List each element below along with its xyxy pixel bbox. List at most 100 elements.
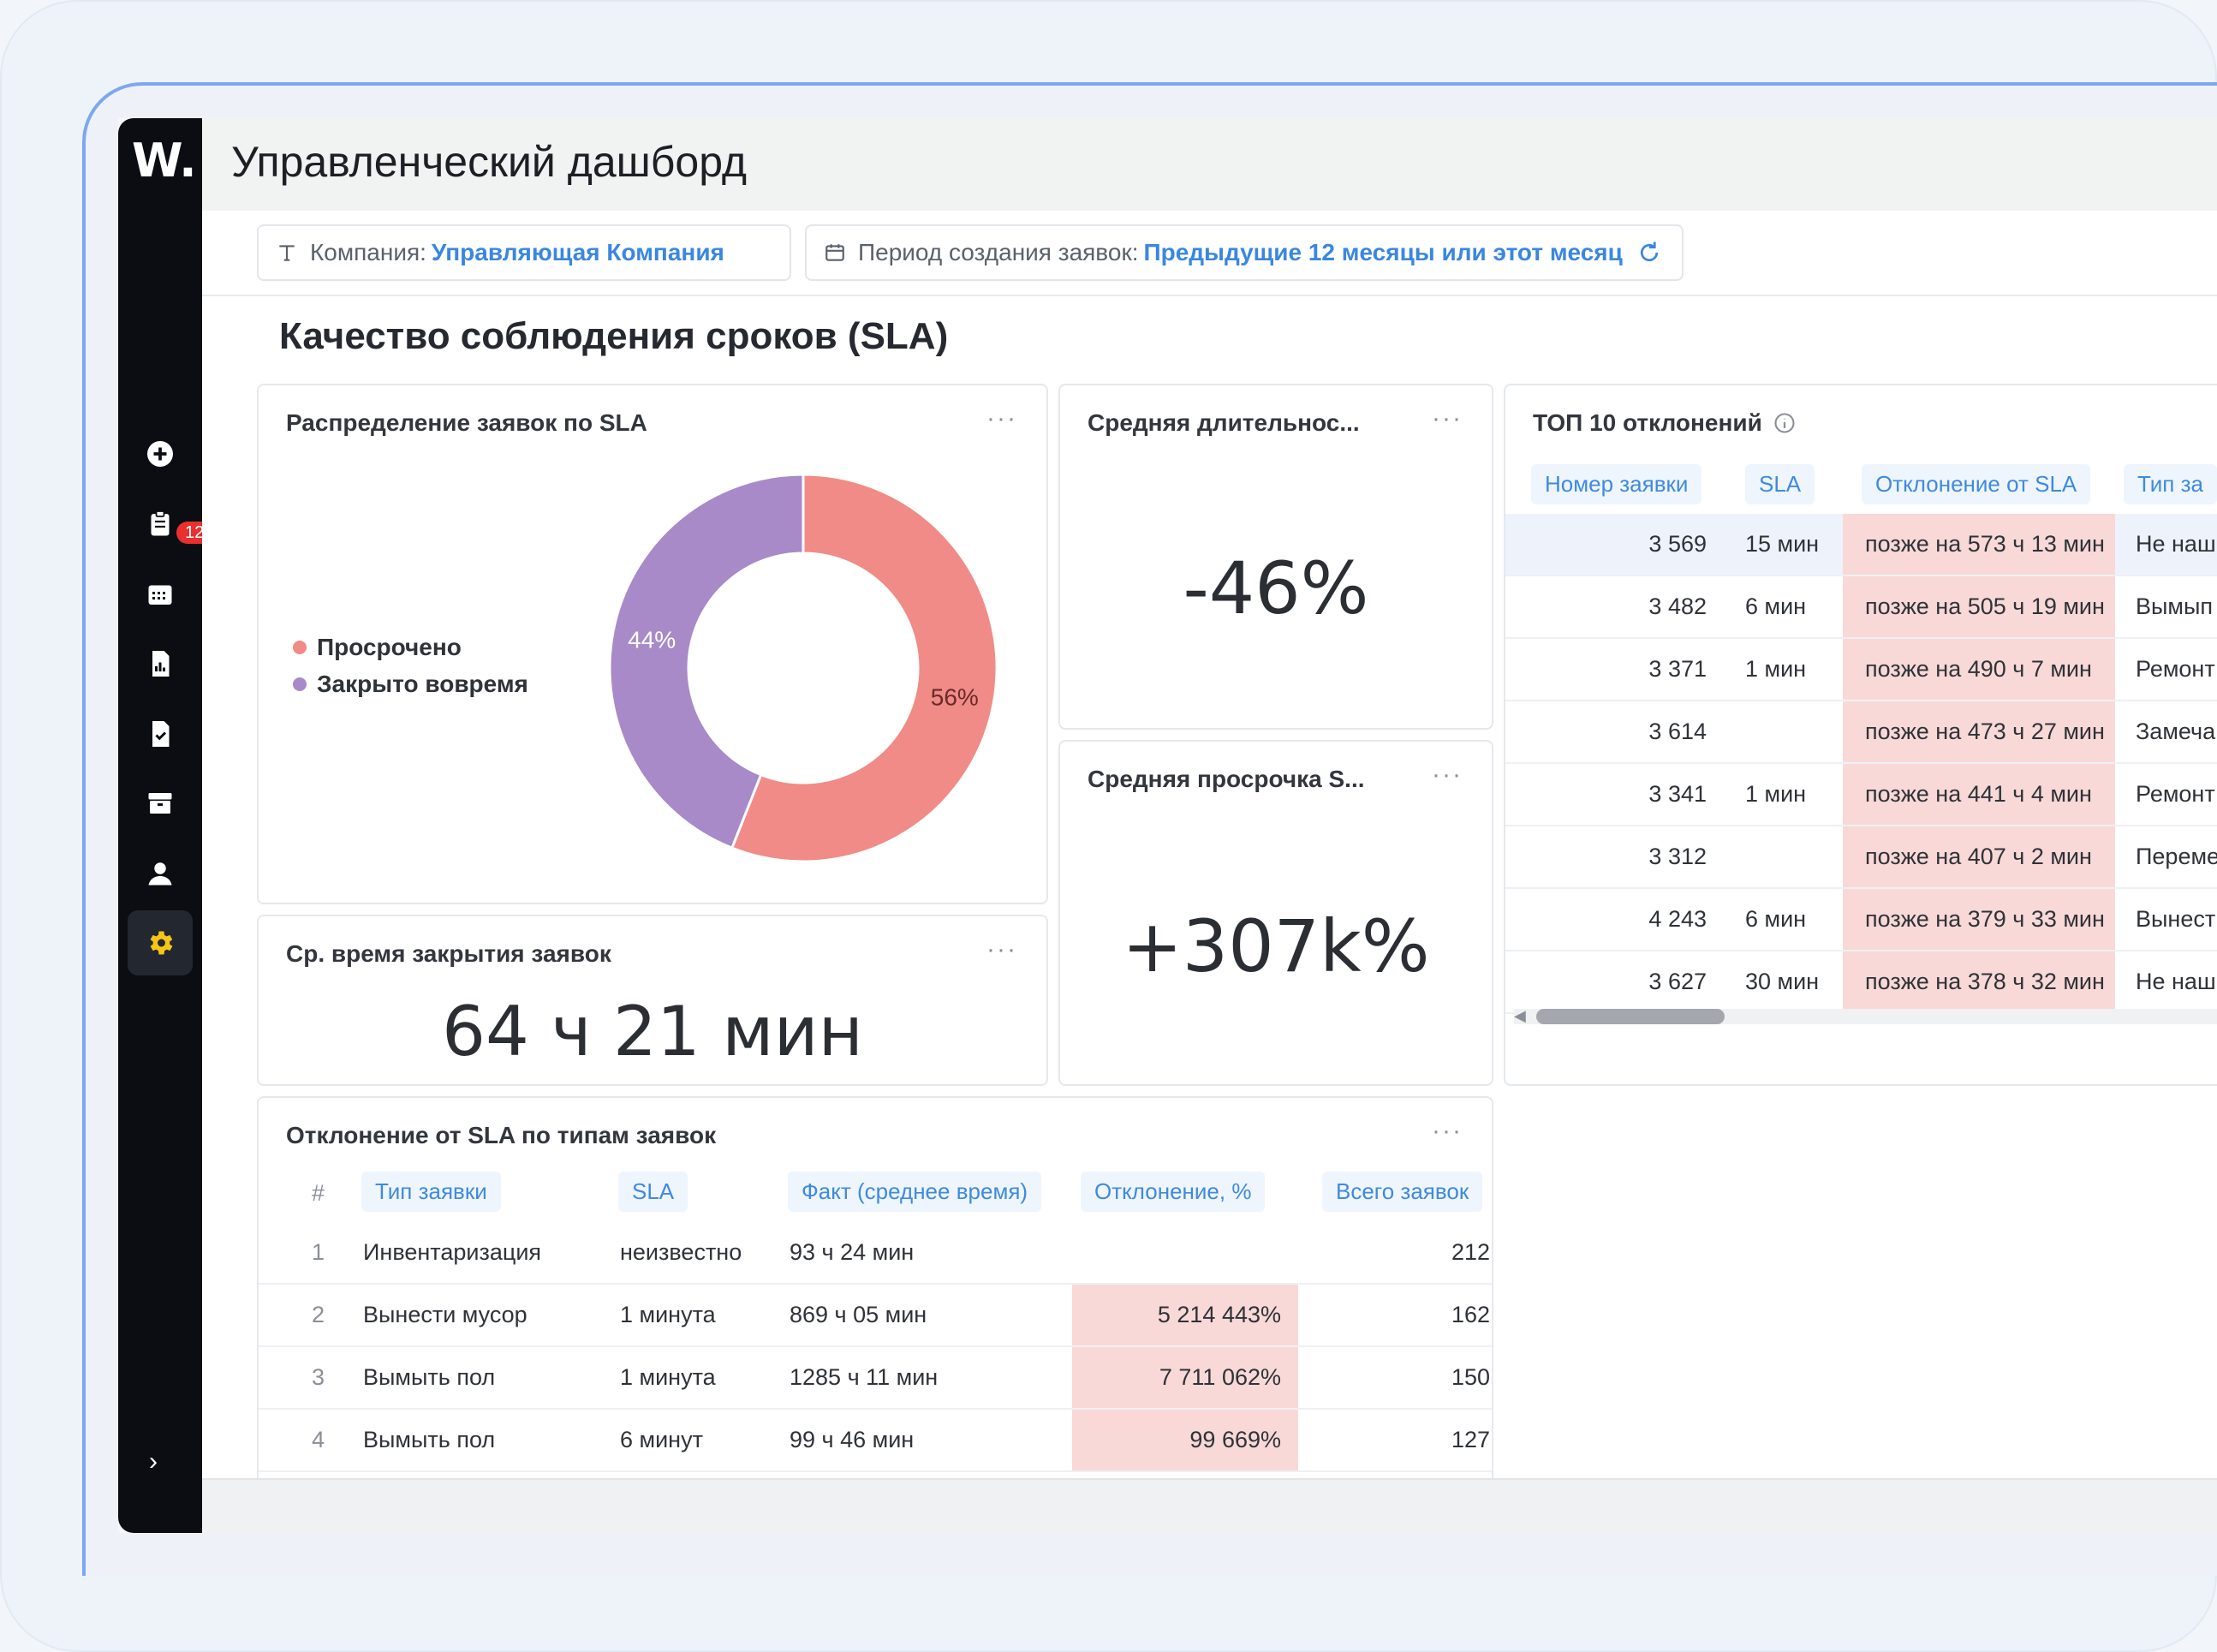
- page-title: Управленческий дашборд: [231, 138, 748, 186]
- scroll-left-icon[interactable]: ◀: [1514, 1007, 1526, 1024]
- calendar-small-icon: [824, 242, 846, 264]
- column-header[interactable]: Всего заявок: [1322, 1172, 1483, 1212]
- expand-sidebar-icon[interactable]: ›: [149, 1447, 158, 1476]
- column-header[interactable]: SLA: [618, 1172, 688, 1212]
- legend-item-ontime[interactable]: Закрыто вовремя: [293, 671, 528, 698]
- table-row[interactable]: 4 243 6 мин позже на 379 ч 33 мин Вынест: [1505, 889, 2217, 951]
- card-menu-icon[interactable]: ···: [986, 935, 1017, 963]
- legend-item-overdue[interactable]: Просрочено: [293, 634, 462, 661]
- table-row[interactable]: 3 312 позже на 407 ч 2 мин Переме: [1505, 826, 2217, 889]
- row-divider: [1505, 887, 2217, 889]
- row-divider: [259, 1408, 1492, 1410]
- table-cell: позже на 573 ч 13 мин: [1865, 531, 2105, 557]
- table-cell: Не наш: [2136, 531, 2216, 557]
- user-icon[interactable]: [139, 852, 182, 895]
- period-filter[interactable]: Период создания заявок: Предыдущие 12 ме…: [805, 224, 1684, 281]
- table-cell: позже на 473 ч 27 мин: [1865, 719, 2105, 744]
- header: Управленческий дашборд: [202, 118, 2217, 212]
- table-row[interactable]: 3 Вымыть пол 1 минута 1285 ч 11 мин 7 711 06…: [259, 1347, 1492, 1410]
- avg-duration-card: Средняя длительнос... ··· -46%: [1058, 384, 1493, 730]
- deviation-highlight: [1843, 576, 2115, 639]
- report-icon[interactable]: [139, 642, 182, 685]
- table-cell: 3 371: [1648, 656, 1707, 682]
- donut-slice-ontime[interactable]: [608, 473, 805, 850]
- card-menu-icon[interactable]: ···: [1432, 404, 1463, 432]
- legend-label: Закрыто вовремя: [317, 671, 528, 697]
- table-cell: Вымып: [2136, 593, 2214, 619]
- table-row[interactable]: 3 614 позже на 473 ч 27 мин Замеча: [1505, 701, 2217, 764]
- document-check-icon[interactable]: [139, 713, 182, 755]
- add-icon[interactable]: [139, 432, 182, 475]
- top10-card: ТОП 10 отклонений Номер заявки SLA Откло…: [1504, 384, 2217, 1086]
- table-cell: Вынести мусор: [363, 1302, 527, 1327]
- table-cell: 3 312: [1648, 844, 1707, 869]
- sla-by-type-card: Отклонение от SLA по типам заявок ··· # …: [257, 1096, 1493, 1494]
- period-filter-label: Период создания заявок:: [858, 239, 1139, 265]
- card-title: ТОП 10 отклонений: [1533, 409, 1762, 436]
- table-cell: Вымыть пол: [363, 1427, 496, 1452]
- table-cell: 6 мин: [1745, 593, 1807, 619]
- filter-bar: Компания: Управляющая Компания Период со…: [202, 211, 2217, 296]
- text-type-icon: [276, 242, 298, 264]
- table-cell: 30 мин: [1745, 969, 1820, 994]
- column-header[interactable]: Факт (среднее время): [788, 1172, 1042, 1212]
- column-header[interactable]: Отклонение от SLA: [1862, 464, 2091, 504]
- table-cell: 3 341: [1648, 781, 1707, 807]
- table-cell: 4 243: [1648, 906, 1707, 932]
- table-row[interactable]: 2 Вынести мусор 1 минута 869 ч 05 мин 5 214 …: [259, 1285, 1492, 1347]
- table-row[interactable]: 3 569 15 мин позже на 573 ч 13 мин Не наш: [1505, 514, 2217, 576]
- scrollbar-thumb[interactable]: [1536, 1009, 1725, 1024]
- row-divider: [1505, 762, 2217, 764]
- top10-title-wrap: ТОП 10 отклонений: [1533, 409, 1797, 437]
- settings-icon[interactable]: [128, 910, 193, 975]
- table-row[interactable]: 1 Инвентаризация неизвестно 93 ч 24 мин 212: [259, 1222, 1492, 1285]
- table-row[interactable]: 4 Вымыть пол 6 минут 99 ч 46 мин 99 669% 127: [259, 1410, 1492, 1472]
- table-cell: позже на 407 ч 2 мин: [1865, 844, 2092, 869]
- card-menu-icon[interactable]: ···: [1432, 760, 1463, 789]
- card-title: Ср. время закрытия заявок: [286, 940, 611, 967]
- company-filter[interactable]: Компания: Управляющая Компания: [257, 224, 791, 281]
- bottom-bar: [202, 1478, 2217, 1533]
- table-cell: 3 627: [1648, 969, 1707, 994]
- table-cell: Ремонт: [2136, 656, 2215, 682]
- dashboard-main: Компания: Управляющая Компания Период со…: [202, 211, 2217, 1494]
- card-title: Распределение заявок по SLA: [286, 409, 647, 436]
- card-menu-icon[interactable]: ···: [986, 404, 1017, 432]
- card-menu-icon[interactable]: ···: [1432, 1117, 1463, 1145]
- donut-slice-overdue[interactable]: [730, 473, 998, 863]
- table-row[interactable]: 3 627 30 мин позже на 378 ч 32 мин Не наш: [1505, 951, 2217, 1014]
- table-cell: 1285 ч 11 мин: [790, 1364, 939, 1390]
- table-row[interactable]: 3 341 1 мин позже на 441 ч 4 мин Ремонт: [1505, 764, 2217, 826]
- calendar-icon[interactable]: [139, 573, 182, 616]
- row-divider: [1505, 575, 2217, 576]
- column-header[interactable]: Тип за: [2124, 464, 2217, 504]
- column-header[interactable]: SLA: [1745, 464, 1815, 504]
- table-cell: позже на 505 ч 19 мин: [1865, 593, 2105, 619]
- table-row[interactable]: 3 371 1 мин позже на 490 ч 7 мин Ремонт: [1505, 639, 2217, 701]
- section-title: Качество соблюдения сроков (SLA): [279, 315, 949, 357]
- table-row[interactable]: 3 482 6 мин позже на 505 ч 19 мин Вымып: [1505, 576, 2217, 639]
- table-cell: позже на 441 ч 4 мин: [1865, 781, 2092, 807]
- table-cell: 3 482: [1648, 593, 1707, 619]
- archive-icon[interactable]: [139, 782, 182, 825]
- column-header[interactable]: Тип заявки: [361, 1172, 501, 1212]
- donut-chart: 56% 44%: [608, 473, 998, 863]
- table-cell: 99 669%: [1189, 1427, 1281, 1452]
- deviation-highlight: [1072, 1285, 1298, 1347]
- deviation-highlight: [1843, 826, 2115, 889]
- table-cell: 93 ч 24 мин: [790, 1239, 915, 1265]
- logo[interactable]: W.: [132, 134, 197, 188]
- column-header[interactable]: Отклонение, %: [1081, 1172, 1266, 1212]
- deviation-highlight: [1843, 764, 2115, 826]
- refresh-icon[interactable]: [1636, 240, 1662, 265]
- column-header[interactable]: Номер заявки: [1531, 464, 1702, 504]
- row-divider: [259, 1345, 1492, 1347]
- table-cell: Вымыть пол: [363, 1364, 496, 1390]
- table-cell: позже на 490 ч 7 мин: [1865, 656, 2092, 682]
- donut-data-label: 44%: [628, 626, 676, 653]
- table-cell: неизвестно: [620, 1239, 742, 1265]
- info-icon[interactable]: [1773, 411, 1797, 435]
- table-cell: 212: [1451, 1239, 1490, 1265]
- deviation-highlight: [1072, 1347, 1298, 1410]
- clipboard-icon[interactable]: 12: [139, 503, 213, 546]
